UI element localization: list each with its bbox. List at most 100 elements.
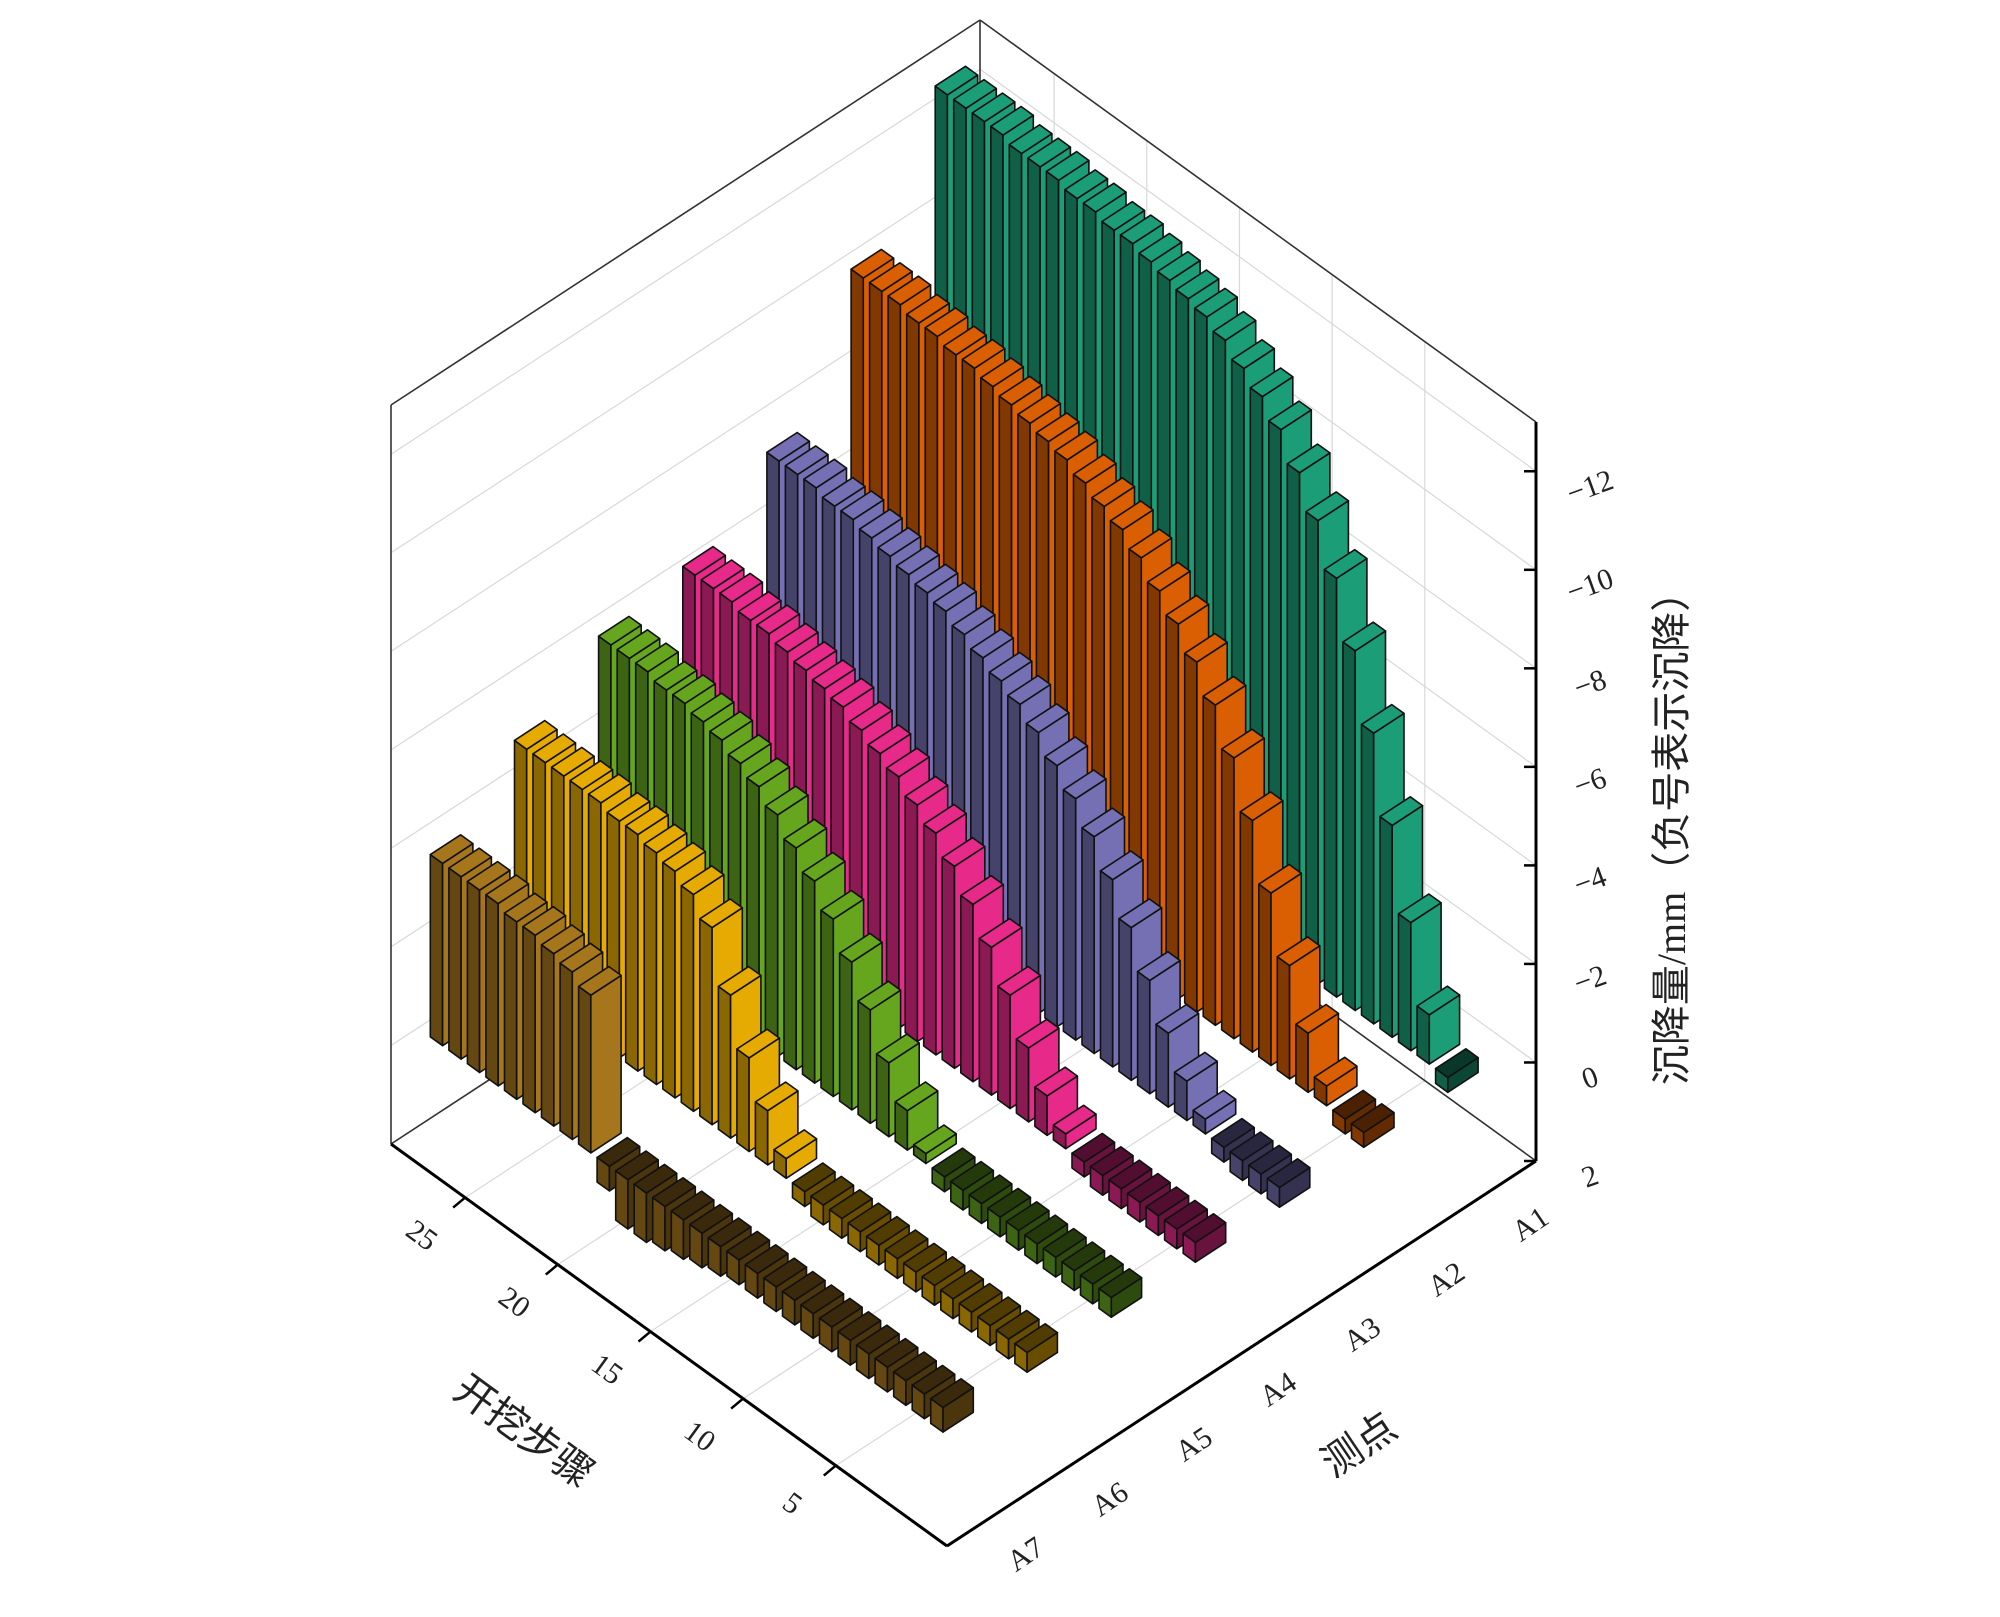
bar-top [1229, 1131, 1274, 1162]
bar-top [763, 1257, 808, 1288]
bar-top [793, 640, 838, 672]
bar-top [912, 1124, 958, 1155]
bar-top [1008, 124, 1053, 155]
bar-side [522, 925, 537, 1114]
bar-top [1079, 1254, 1124, 1285]
bar-top [1397, 893, 1442, 924]
bar-top [961, 338, 1006, 370]
bar-top [1379, 795, 1424, 827]
bar-side [466, 880, 481, 1074]
bar-top [634, 642, 680, 673]
bar-side [1044, 755, 1058, 1028]
bar-top [698, 898, 744, 929]
bar-top [887, 275, 932, 306]
bar-top [850, 248, 895, 279]
x-tick-label: 5 [777, 1486, 809, 1522]
bar-side [1099, 869, 1114, 1068]
bar-top [1045, 150, 1090, 182]
bar-top [902, 1242, 948, 1273]
bar-side [717, 985, 732, 1139]
bar-top [670, 1190, 715, 1221]
x-axis [390, 1142, 948, 1548]
bar-top [1015, 1018, 1060, 1049]
bar-side [1258, 883, 1272, 1067]
bar-side [559, 962, 574, 1141]
bar-top [1210, 1117, 1255, 1149]
frame-line [390, 19, 981, 406]
bar [1313, 1056, 1358, 1107]
bar-top [540, 924, 585, 955]
bar-side [1062, 788, 1077, 1041]
bar-side [1155, 1023, 1170, 1108]
x-tick [637, 1330, 652, 1343]
bar-top [688, 1203, 734, 1235]
bar-top [783, 818, 828, 849]
x-tick-label: 10 [678, 1414, 722, 1458]
bar-top [754, 1081, 799, 1112]
bar-top [989, 105, 1035, 136]
bar-top [1212, 310, 1257, 342]
bar-side [1165, 614, 1180, 1000]
bar-top [624, 805, 670, 836]
bar-top [466, 860, 511, 892]
bar-top [1136, 950, 1181, 982]
bar-top [1054, 430, 1099, 461]
bar-top [1025, 702, 1070, 734]
bar-top [1091, 476, 1136, 508]
bar-top [1014, 1323, 1059, 1354]
bar-side [875, 1053, 890, 1138]
y-axis-title: 测点 [1313, 1404, 1404, 1486]
x-tick [822, 1464, 837, 1477]
bar-top [929, 1378, 975, 1409]
bar-side [1323, 568, 1338, 998]
bar-top [766, 431, 811, 462]
y-tick-label: A7 [1001, 1530, 1050, 1578]
bar [1434, 1048, 1479, 1094]
bar-top [700, 559, 745, 590]
bar-top [737, 590, 782, 622]
bar-side [1118, 917, 1133, 1082]
z-axis-title: 沉降量/mm（负号表示沉降） [1649, 572, 1694, 1085]
bar-top [1360, 703, 1405, 735]
bar-side [503, 912, 518, 1101]
bar-top [1313, 1056, 1358, 1087]
bar [929, 1378, 975, 1433]
bar-top [1062, 769, 1107, 800]
bar-top [1098, 1268, 1143, 1299]
bar-top [727, 733, 772, 765]
bar-top [1268, 400, 1313, 431]
bar-top [924, 307, 969, 338]
bar-top [996, 965, 1042, 997]
bar-top [801, 851, 846, 882]
bar-top [1138, 232, 1183, 263]
bar-top [1175, 269, 1220, 300]
bar-top [1071, 1132, 1116, 1163]
bar-top [791, 1162, 836, 1193]
bar-side [838, 952, 853, 1111]
bar-top [781, 1270, 826, 1302]
bar-side [643, 843, 658, 1086]
bar-top [986, 1187, 1032, 1218]
bar-top [914, 563, 959, 594]
bar-top [830, 677, 875, 708]
bar-top [939, 1269, 985, 1300]
bar-top [911, 1364, 956, 1395]
bar-top [1034, 1066, 1079, 1097]
bar-top [746, 757, 791, 788]
bar-side [736, 1048, 750, 1153]
bar-top [587, 773, 632, 804]
x-tick-label: 20 [493, 1280, 537, 1324]
bar-top [1099, 850, 1144, 881]
bar-top [855, 1324, 900, 1355]
bar-side [857, 1000, 872, 1125]
bar-top [718, 572, 764, 603]
bar-top [969, 628, 1015, 659]
y-tick-label: A5 [1169, 1420, 1218, 1468]
bar-side [996, 985, 1011, 1110]
bar-top [643, 823, 688, 854]
y-tick-label: A1 [1506, 1200, 1555, 1248]
bar-top [448, 847, 493, 878]
bar-top [671, 674, 717, 705]
bar-top [1156, 250, 1201, 282]
